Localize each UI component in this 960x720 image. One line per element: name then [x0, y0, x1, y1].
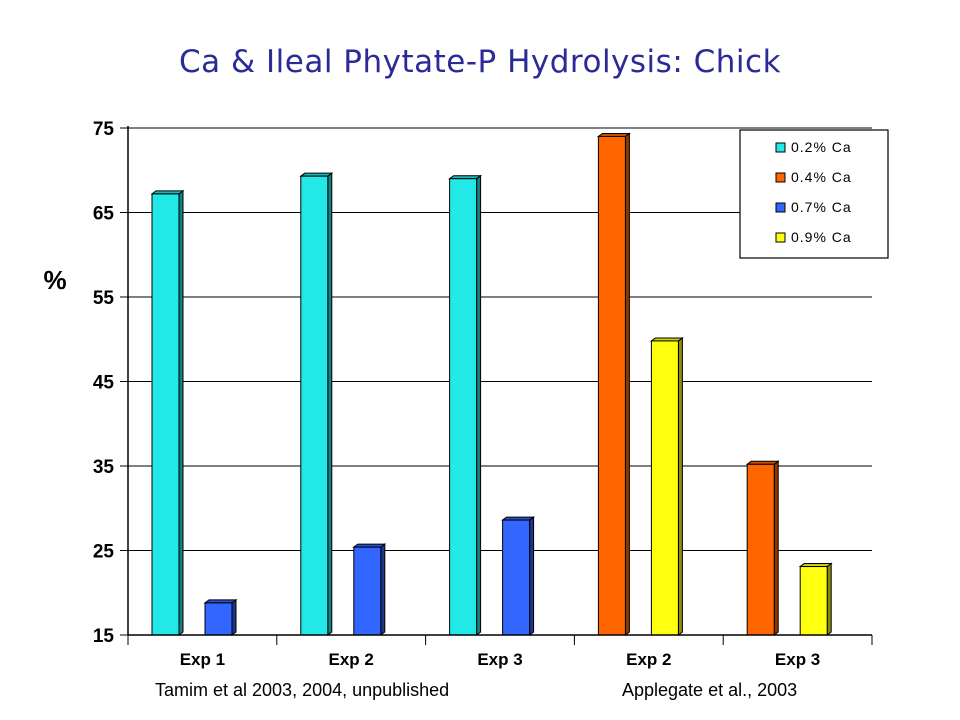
bar-side: [826, 562, 832, 636]
legend-label: 0.2% Ca: [791, 139, 852, 155]
x-tick-label: Exp 3: [477, 650, 522, 669]
legend-swatch: [775, 202, 786, 213]
legend-label: 0.4% Ca: [791, 169, 852, 185]
bar-face: [449, 178, 478, 636]
bar-face: [300, 175, 329, 636]
bar: [150, 189, 185, 636]
bar-side: [624, 132, 630, 636]
bar-side: [773, 460, 779, 636]
bar-side: [677, 336, 683, 636]
bar-side: [529, 516, 535, 636]
axes: [127, 126, 872, 636]
y-axis-label: %: [43, 265, 66, 295]
y-tick-label: 25: [93, 542, 115, 563]
bar-face: [799, 566, 828, 636]
x-tick-label: Exp 1: [180, 650, 225, 669]
bar-face: [502, 519, 531, 636]
bar: [299, 172, 334, 636]
source-right: Applegate et al., 2003: [622, 680, 798, 700]
bars: [150, 132, 833, 636]
y-tick-label: 35: [93, 457, 115, 478]
x-axis-ticks: Exp 1 Exp 2 Exp 3 Exp 2 Exp 3: [127, 635, 873, 669]
y-tick-label: 75: [93, 119, 115, 140]
bar-face: [650, 340, 679, 636]
bar-side: [476, 174, 482, 636]
bar-face: [204, 602, 233, 636]
bar-side: [380, 543, 386, 636]
bar-face: [746, 463, 775, 636]
y-tick-label: 55: [93, 288, 115, 309]
legend-swatch: [775, 232, 786, 243]
gridlines: [128, 127, 872, 551]
y-tick-label: 15: [93, 626, 115, 647]
y-axis-ticks: 15 25 35 45 55 65 75: [93, 119, 128, 647]
x-tick-label: Exp 2: [626, 650, 671, 669]
bar: [448, 174, 483, 636]
legend: 0.2% Ca 0.4% Ca 0.7% Ca 0.9% Ca: [739, 129, 889, 259]
bar: [352, 543, 387, 636]
bar-side: [231, 598, 237, 636]
bar: [203, 598, 238, 636]
bar: [501, 516, 536, 636]
source-left: Tamim et al 2003, 2004, unpublished: [155, 680, 450, 700]
x-tick-label: Exp 2: [329, 650, 374, 669]
bar-face: [353, 546, 382, 636]
y-tick-label: 45: [93, 373, 115, 394]
chart-title: Ca & Ileal Phytate-P Hydrolysis: Chick: [178, 44, 782, 80]
legend-swatch: [775, 172, 786, 183]
legend-box: [739, 129, 889, 259]
x-tick-label: Exp 3: [775, 650, 820, 669]
bar: [798, 562, 833, 636]
bar: [649, 336, 684, 636]
legend-swatch: [775, 142, 786, 153]
legend-label: 0.9% Ca: [791, 229, 852, 245]
bar-side: [178, 189, 184, 636]
bar-face: [151, 193, 180, 636]
bar-side: [327, 172, 333, 636]
legend-label: 0.7% Ca: [791, 199, 852, 215]
bar: [596, 132, 631, 636]
y-tick-label: 65: [93, 204, 115, 225]
bar: [745, 460, 780, 636]
bar-face: [597, 135, 626, 636]
